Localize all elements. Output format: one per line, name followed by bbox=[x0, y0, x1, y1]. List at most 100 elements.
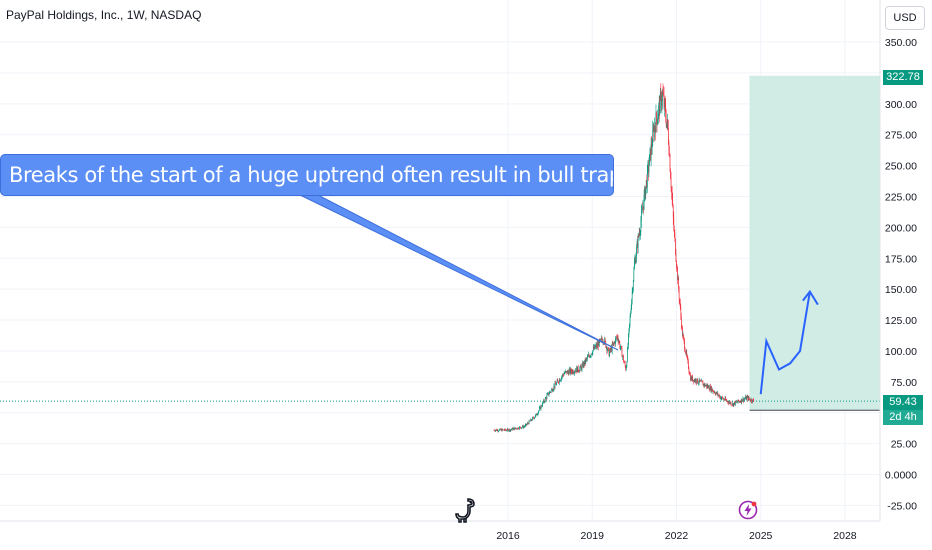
candle-body bbox=[510, 429, 512, 431]
candle-body bbox=[707, 385, 709, 388]
candle-body bbox=[644, 187, 645, 195]
candle-body bbox=[546, 395, 548, 399]
candle-body bbox=[503, 429, 505, 431]
candle-body bbox=[502, 429, 504, 431]
candle-body bbox=[587, 356, 589, 357]
candle-body bbox=[523, 426, 525, 428]
annotation-callout[interactable]: Breaks of the start of a huge uptrend of… bbox=[0, 154, 614, 196]
candle-body bbox=[645, 186, 647, 198]
y-tick-label: 300.00 bbox=[885, 99, 917, 111]
candle-body bbox=[529, 420, 530, 422]
candle-body bbox=[701, 380, 703, 382]
candle-body bbox=[579, 368, 581, 372]
candle-body bbox=[645, 180, 647, 187]
candle-body bbox=[587, 356, 588, 359]
candle-body bbox=[588, 354, 589, 357]
candle-body bbox=[668, 127, 669, 143]
candle-body bbox=[569, 368, 571, 374]
candle-body bbox=[695, 379, 697, 383]
candle-body bbox=[565, 371, 567, 372]
candle-body bbox=[676, 261, 677, 268]
candle-body bbox=[542, 402, 543, 407]
candle-body bbox=[519, 426, 521, 428]
candle-body bbox=[591, 353, 593, 355]
candle-body bbox=[740, 401, 742, 403]
candle-body bbox=[740, 399, 742, 403]
y-tick-label: 200.00 bbox=[885, 222, 917, 234]
candle-body bbox=[685, 352, 687, 354]
candle-body bbox=[658, 105, 660, 116]
candle-body bbox=[622, 355, 623, 357]
candle-body bbox=[547, 392, 549, 394]
candle-body bbox=[560, 380, 561, 382]
candle-body bbox=[692, 376, 694, 381]
candle-body bbox=[670, 178, 672, 189]
candle-body bbox=[521, 427, 522, 429]
candle-body bbox=[589, 356, 591, 358]
candle-body bbox=[751, 399, 752, 402]
candle-body bbox=[678, 289, 680, 300]
candle-body bbox=[623, 361, 625, 363]
candle-body bbox=[573, 372, 575, 374]
candle-body bbox=[634, 262, 635, 270]
candle-body bbox=[558, 379, 560, 383]
candle-body bbox=[615, 338, 616, 345]
candle-body bbox=[737, 399, 739, 403]
callout-pointer bbox=[299, 194, 619, 351]
candle-body bbox=[718, 395, 719, 397]
candle-body bbox=[564, 373, 566, 374]
candle-body bbox=[577, 366, 579, 373]
candle-body bbox=[598, 339, 600, 347]
candle-body bbox=[550, 391, 552, 393]
dino-logo-icon[interactable] bbox=[455, 497, 477, 523]
candle-body bbox=[733, 402, 735, 404]
candle-body bbox=[507, 428, 508, 431]
y-tick-label: 25.00 bbox=[891, 439, 917, 451]
candle-body bbox=[561, 377, 562, 380]
candle-body bbox=[606, 346, 608, 351]
candle-body bbox=[686, 355, 688, 358]
candle-body bbox=[617, 338, 619, 342]
candle-body bbox=[504, 428, 506, 431]
candle-body bbox=[682, 327, 683, 337]
candle-body bbox=[640, 221, 642, 232]
candle-body bbox=[735, 401, 737, 403]
candle-body bbox=[507, 428, 509, 430]
candle-body bbox=[729, 401, 731, 404]
candle-body bbox=[515, 427, 516, 429]
candle-body bbox=[625, 366, 627, 371]
candle-body bbox=[729, 401, 730, 403]
candle-body bbox=[648, 164, 649, 173]
lightning-icon[interactable] bbox=[738, 500, 758, 520]
candle-body bbox=[496, 429, 498, 431]
candle-body bbox=[556, 380, 558, 383]
candles bbox=[493, 83, 755, 433]
candle-body bbox=[732, 403, 733, 405]
candle-body bbox=[577, 366, 579, 371]
candle-body bbox=[749, 398, 751, 401]
candle-body bbox=[730, 402, 731, 404]
candle-body bbox=[673, 229, 675, 233]
candle-body bbox=[667, 119, 669, 128]
candle-body bbox=[596, 344, 597, 348]
candle-body bbox=[518, 428, 520, 430]
candle-body bbox=[688, 368, 690, 372]
candle-body bbox=[532, 417, 534, 418]
candle-body bbox=[536, 414, 538, 416]
currency-button[interactable]: USD bbox=[885, 6, 925, 30]
candle-body bbox=[637, 235, 639, 249]
candle-body bbox=[570, 368, 571, 374]
candle-body bbox=[526, 424, 527, 425]
candle-body bbox=[623, 356, 624, 362]
candle-body bbox=[498, 430, 500, 432]
candle-body bbox=[726, 400, 728, 402]
candle-body bbox=[571, 371, 573, 373]
candle-body bbox=[748, 397, 750, 399]
candle-body bbox=[520, 426, 521, 428]
candle-body bbox=[588, 354, 590, 357]
candle-body bbox=[541, 406, 543, 407]
candle-body bbox=[495, 429, 497, 431]
candle-body bbox=[651, 144, 652, 149]
candle-body bbox=[714, 392, 716, 394]
